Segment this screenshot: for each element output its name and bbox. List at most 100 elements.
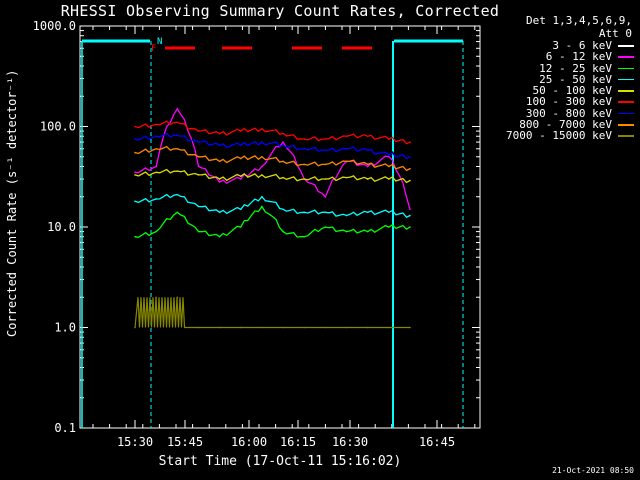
data-point	[324, 163, 327, 166]
series-line	[134, 120, 411, 145]
data-point	[388, 151, 390, 154]
data-point	[366, 163, 369, 166]
data-point	[303, 211, 306, 214]
data-point	[366, 230, 369, 233]
data-point	[366, 211, 369, 214]
data-point	[345, 214, 348, 217]
data-point	[388, 178, 390, 180]
y-tick-label: 100.0	[40, 120, 76, 134]
legend-swatch	[618, 45, 634, 47]
data-point	[134, 198, 136, 200]
data-point	[303, 147, 306, 150]
data-point	[197, 230, 200, 233]
data-point	[218, 211, 221, 214]
data-point	[409, 155, 411, 158]
series-line	[134, 107, 411, 210]
data-point	[303, 138, 306, 140]
data-point	[197, 165, 200, 168]
flag-label-n: N	[157, 37, 162, 47]
data-point	[155, 195, 157, 198]
detector-list: Det 1,3,4,5,6,9,	[526, 14, 632, 27]
legend-label: 50 - 100 keV	[532, 84, 612, 98]
legend-entry: 25 - 50 keV	[476, 74, 640, 85]
data-point	[409, 226, 411, 228]
data-point	[409, 179, 411, 182]
data-point	[239, 157, 242, 160]
data-point	[176, 191, 179, 194]
legend-label: 6 - 12 keV	[545, 50, 612, 64]
data-point	[239, 208, 242, 211]
data-point	[218, 132, 221, 135]
data-point	[239, 175, 242, 178]
data-point	[324, 149, 327, 152]
data-point	[155, 135, 157, 138]
data-point	[282, 138, 284, 140]
legend-label: 7000 - 15000 keV	[506, 129, 612, 143]
data-point	[282, 132, 284, 135]
series-line	[134, 145, 411, 172]
data-point	[176, 296, 179, 299]
legend-entry: 100 - 300 keV	[476, 95, 640, 109]
data-point	[218, 181, 221, 183]
legend-label: 800 - 7000 keV	[519, 118, 612, 132]
data-point	[303, 326, 306, 329]
legend-swatch	[618, 56, 634, 58]
data-point	[261, 141, 263, 143]
data-point	[134, 174, 136, 176]
chart-title: RHESSI Observing Summary Count Rates, Co…	[60, 2, 500, 20]
data-point	[324, 211, 327, 214]
data-point	[282, 208, 284, 211]
data-point	[197, 130, 200, 132]
data-point	[176, 121, 179, 124]
legend-entry: 3 - 6 keV	[476, 40, 640, 51]
data-point	[388, 154, 390, 156]
data-point	[388, 165, 390, 168]
data-point	[155, 296, 157, 299]
data-point	[282, 141, 284, 143]
data-point	[324, 178, 327, 180]
legend-swatch	[618, 124, 634, 126]
data-point	[134, 151, 136, 154]
data-point	[324, 326, 327, 329]
legend-entry: 50 - 100 keV	[476, 85, 640, 96]
data-point	[282, 176, 284, 179]
data-point	[324, 226, 327, 228]
data-point	[176, 211, 179, 214]
y-tick-label: 10.0	[47, 220, 76, 234]
data-point	[239, 144, 242, 147]
data-point	[345, 230, 348, 233]
data-point	[345, 176, 348, 179]
legend-label: 12 - 25 keV	[539, 61, 612, 75]
data-point	[303, 235, 306, 238]
data-point	[388, 211, 390, 214]
attenuator-state: Att 0	[598, 27, 632, 40]
x-tick-label: 16:30	[332, 435, 368, 449]
data-point	[409, 326, 411, 329]
data-point	[366, 155, 369, 158]
data-point	[345, 147, 348, 150]
data-point	[324, 138, 327, 140]
series-line	[134, 297, 410, 329]
data-point	[409, 160, 411, 163]
data-point	[388, 326, 390, 329]
data-point	[261, 205, 263, 208]
data-point	[134, 200, 136, 203]
data-point	[239, 171, 242, 174]
data-point	[134, 125, 136, 128]
data-point	[176, 170, 179, 172]
data-point	[282, 160, 284, 163]
series-line	[134, 193, 411, 219]
data-point	[239, 226, 242, 228]
data-point	[366, 135, 369, 138]
data-point	[218, 326, 221, 329]
data-point	[261, 195, 263, 198]
x-tick-label: 15:30	[117, 435, 153, 449]
data-point	[134, 235, 136, 238]
legend-label: 100 - 300 keV	[525, 95, 612, 109]
y-axis-title: Corrected Count Rate (s⁻¹ detector⁻¹)	[5, 69, 19, 337]
data-point	[261, 127, 263, 130]
x-tick-label: 16:15	[280, 435, 316, 449]
legend-swatch	[618, 101, 634, 103]
detector-label: Det 1,3,4,5,6,9, Att 0	[526, 14, 632, 40]
